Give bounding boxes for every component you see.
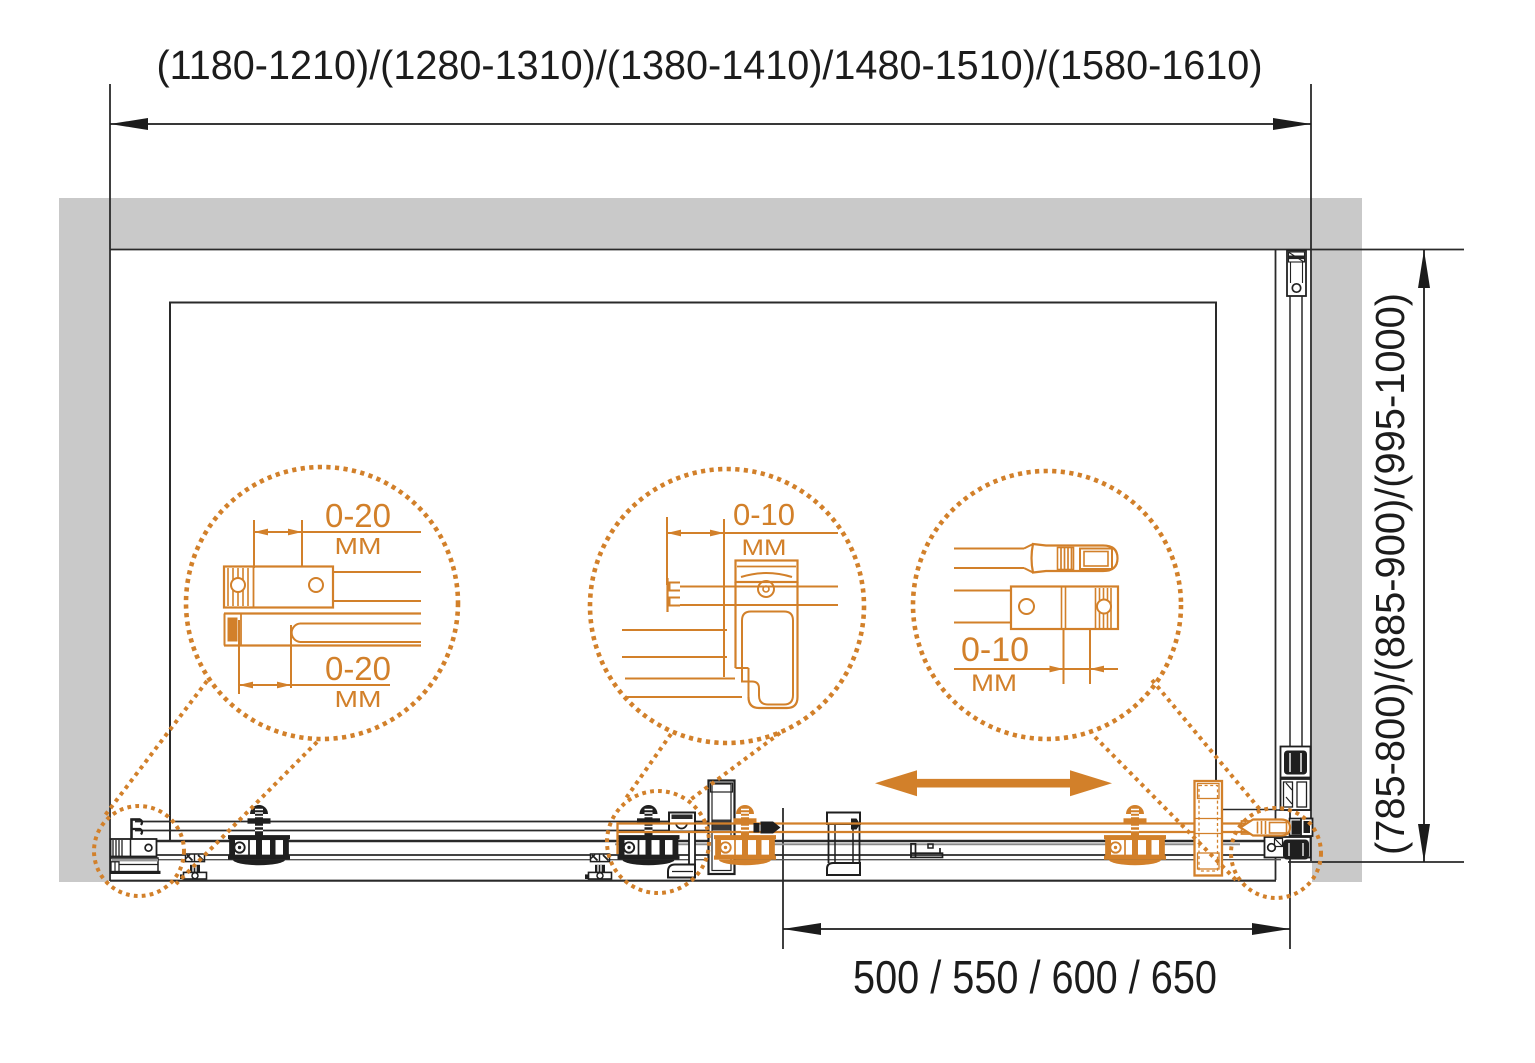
- zoom-circle-middle: [605, 789, 711, 895]
- leader-left-a: [101, 679, 209, 820]
- dimension-bottom-arrow-right: [1252, 923, 1290, 935]
- dimension-bottom-arrow-left: [783, 923, 821, 935]
- detail-left: 0-20 ММ 0-20 ММ: [222, 497, 421, 712]
- sliding-panel: [616, 770, 1314, 877]
- wall-left: [59, 249, 109, 882]
- zoom-circle-right: [1229, 806, 1323, 900]
- detail-right-value: 0-10: [961, 631, 1029, 669]
- detail-right-unit: ММ: [971, 670, 1017, 697]
- dimension-bottom-label: 500 / 550 / 600 / 650: [853, 951, 1217, 1003]
- sliding-edge-profile: [1193, 779, 1224, 877]
- detail-callouts: [92, 464, 1323, 900]
- wall-right: [1312, 249, 1362, 882]
- detail-right: 0-10 ММ: [954, 542, 1120, 697]
- dimension-right-arrow-top: [1418, 250, 1430, 288]
- leader-left-b: [174, 740, 319, 886]
- leader-middle-a: [622, 732, 673, 803]
- detail-left-top-value: 0-20: [325, 497, 391, 534]
- left-wall-bracket: [109, 838, 161, 874]
- dimension-right-label: (785-800)/(885-900)/(995-1000): [1367, 293, 1413, 855]
- door-handle: [1238, 817, 1314, 837]
- dimension-top-arrow-left: [110, 118, 148, 130]
- glass-clamp-right: [826, 811, 861, 876]
- slide-direction-arrow: [875, 770, 1112, 797]
- wall-top: [59, 198, 1362, 249]
- leader-middle-b: [688, 731, 782, 802]
- dimension-top-label: (1180-1210)/(1280-1310)/(1380-1410)/1480…: [157, 42, 1263, 88]
- dimension-right-arrow-bottom: [1418, 824, 1430, 862]
- dimension-top: (1180-1210)/(1280-1310)/(1380-1410)/1480…: [110, 42, 1311, 130]
- detail-left-bottom-unit: ММ: [335, 686, 382, 712]
- roller-sliding-2: [1103, 804, 1167, 867]
- leader-right-a: [1150, 678, 1264, 814]
- detail-middle: 0-10 ММ: [622, 497, 838, 710]
- detail-middle-value: 0-10: [733, 497, 795, 532]
- dimension-right: (785-800)/(885-900)/(995-1000): [1288, 250, 1464, 863]
- detail-circle-middle: [587, 466, 867, 746]
- wall-profile-top-screw: [1291, 282, 1302, 294]
- corner-assembly: [1263, 745, 1312, 860]
- leader-right-b: [1093, 735, 1239, 883]
- panel-bracket-low: [910, 842, 944, 859]
- detail-circle-left: [183, 464, 461, 742]
- zoom-circle-left: [92, 804, 186, 898]
- glass-catch: [753, 821, 781, 834]
- detail-middle-unit: ММ: [742, 535, 787, 560]
- wall-profile-top: [1286, 249, 1307, 297]
- glass-panel-outline: [169, 301, 1217, 840]
- dimension-top-arrow-right: [1273, 118, 1311, 130]
- roller-fixed-1: [227, 804, 291, 867]
- detail-left-top-unit: ММ: [335, 533, 382, 559]
- detail-circle-right: [910, 468, 1184, 742]
- detail-left-bottom-value: 0-20: [325, 650, 391, 687]
- dimension-bottom: 500 / 550 / 600 / 650: [782, 780, 1291, 1003]
- walls: [59, 198, 1362, 882]
